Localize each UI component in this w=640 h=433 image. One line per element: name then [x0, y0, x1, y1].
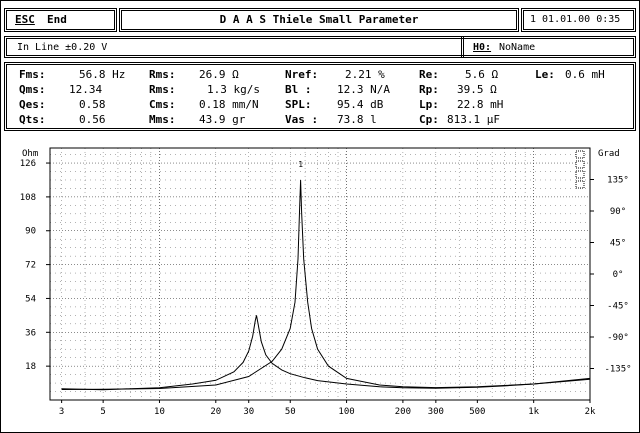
y-tick-label: 54 — [25, 294, 36, 304]
h0-name-value: NoName — [499, 42, 536, 53]
y2-tick-label: -135° — [604, 365, 631, 375]
param-lp-label: Lp: — [419, 98, 439, 111]
param-nref-value: 2.21 % — [345, 68, 385, 81]
param-vas-label: Vas : — [285, 113, 319, 126]
x-tick-label: 100 — [338, 407, 354, 417]
param-cms-label: Cms: — [149, 98, 176, 111]
input-line-text: In Line ±0.20 V — [17, 42, 108, 53]
param-cp-label: Cp: — [419, 113, 439, 126]
param-re-label: Re: — [419, 68, 439, 81]
param-qts-value: 0.56 — [79, 113, 106, 126]
x-tick-label: 1k — [528, 407, 539, 417]
y-axis-ticks: 18 36 54 72 90 108 126 — [20, 159, 50, 372]
x-tick-label: 20 — [210, 407, 221, 417]
param-mms-label: Mms: — [149, 113, 176, 126]
param-bl-value: 12.3 N/A — [337, 83, 390, 96]
param-spl-label: SPL: — [285, 98, 312, 111]
param-rp-label: Rp: — [419, 83, 439, 96]
datetime-box: 1 01.01.00 0:35 — [521, 8, 636, 32]
param-qts-label: Qts: — [19, 113, 46, 126]
plot-grid — [50, 148, 591, 400]
peak-marker-label: 1 — [298, 160, 303, 169]
param-mms-value: 43.9 gr — [199, 113, 246, 126]
plot-area — [49, 147, 591, 401]
param-le-label: Le: — [535, 68, 555, 81]
y-tick-label: 18 — [25, 362, 36, 372]
param-qes-label: Qes: — [19, 98, 46, 111]
param-cms-value: 0.18 mm/N — [199, 98, 259, 111]
param-rp-value: 39.5 Ω — [457, 83, 497, 96]
x-tick-label: 300 — [428, 407, 444, 417]
y-tick-label: 72 — [25, 261, 36, 271]
param-fms-label: Fms: — [19, 68, 46, 81]
end-label: End — [47, 13, 67, 26]
datetime-text: 1 01.01.00 0:35 — [530, 14, 621, 25]
y2-axis-ticks: 135° 90° 45° 0° -45° -90° -135° — [590, 176, 632, 375]
series-line-1 — [61, 179, 591, 390]
page-title: D A A S Thiele Small Parameter — [219, 13, 419, 26]
param-qes-value: 0.58 — [79, 98, 106, 111]
param-qms-label: Qms: — [19, 83, 46, 96]
y2-tick-label: 0° — [613, 270, 624, 280]
y2-tick-label: 90° — [610, 207, 626, 217]
param-cp-value: 813.1 µF — [447, 113, 500, 126]
y-tick-label: 90 — [25, 227, 36, 237]
legend-box-1[interactable] — [575, 150, 585, 159]
legend-box-3[interactable] — [575, 170, 585, 179]
y-tick-label: 36 — [25, 328, 36, 338]
param-rms-label: Rms: — [149, 83, 176, 96]
parameter-panel: Fms: 56.8 Hz Qms: 12.34 Qes: 0.58 Qts: 0… — [4, 62, 636, 131]
y2-tick-label: -45° — [607, 302, 629, 312]
x-tick-label: 2k — [585, 407, 596, 417]
y-tick-label: 108 — [20, 193, 36, 203]
x-tick-label: 500 — [469, 407, 485, 417]
param-le-value: 0.6 mH — [565, 68, 605, 81]
y2-tick-label: 135° — [607, 176, 629, 186]
info-divider — [461, 36, 467, 58]
y2-tick-label: -90° — [607, 333, 629, 343]
esc-end-button[interactable]: ESC End — [4, 8, 117, 32]
h0-key[interactable]: H0: — [473, 42, 492, 53]
param-nref-label: Nref: — [285, 68, 319, 81]
x-tick-label: 50 — [285, 407, 296, 417]
chart-legend-boxes — [575, 150, 585, 189]
x-axis-ticks: 3 5 10 20 30 50 100 200 300 500 1k 2k — [59, 400, 596, 417]
x-tick-label: 5 — [100, 407, 105, 417]
y2-tick-label: 45° — [610, 239, 626, 249]
legend-box-2[interactable] — [575, 160, 585, 169]
param-fms-value: 56.8 Hz — [79, 68, 126, 81]
y-axis-unit-label: Ohm — [22, 149, 38, 159]
x-tick-label: 200 — [395, 407, 411, 417]
param-bl-label: Bl : — [285, 83, 312, 96]
series-line-2 — [61, 315, 591, 391]
info-bar: In Line ±0.20 V H0: NoName — [4, 36, 636, 58]
y2-axis-unit-label: Grad — [598, 149, 620, 159]
x-tick-label: 3 — [59, 407, 64, 417]
param-rms-value: 1.3 kg/s — [207, 83, 260, 96]
esc-key-label: ESC — [15, 13, 35, 26]
x-tick-label: 30 — [243, 407, 254, 417]
param-re-value: 5.6 Ω — [465, 68, 499, 81]
chart-lines: 1 — [61, 160, 591, 391]
param-spl-value: 95.4 dB — [337, 98, 384, 111]
x-tick-label: 10 — [154, 407, 165, 417]
param-res-label: Rms: — [149, 68, 176, 81]
title-bar: D A A S Thiele Small Parameter — [119, 8, 519, 32]
param-lp-value: 22.8 mH — [457, 98, 504, 111]
param-res-value: 26.9 Ω — [199, 68, 239, 81]
param-vas-value: 73.8 l — [337, 113, 377, 126]
param-qms-value: 12.34 — [69, 83, 103, 96]
legend-box-4[interactable] — [575, 180, 585, 189]
y-tick-label: 126 — [20, 159, 36, 169]
